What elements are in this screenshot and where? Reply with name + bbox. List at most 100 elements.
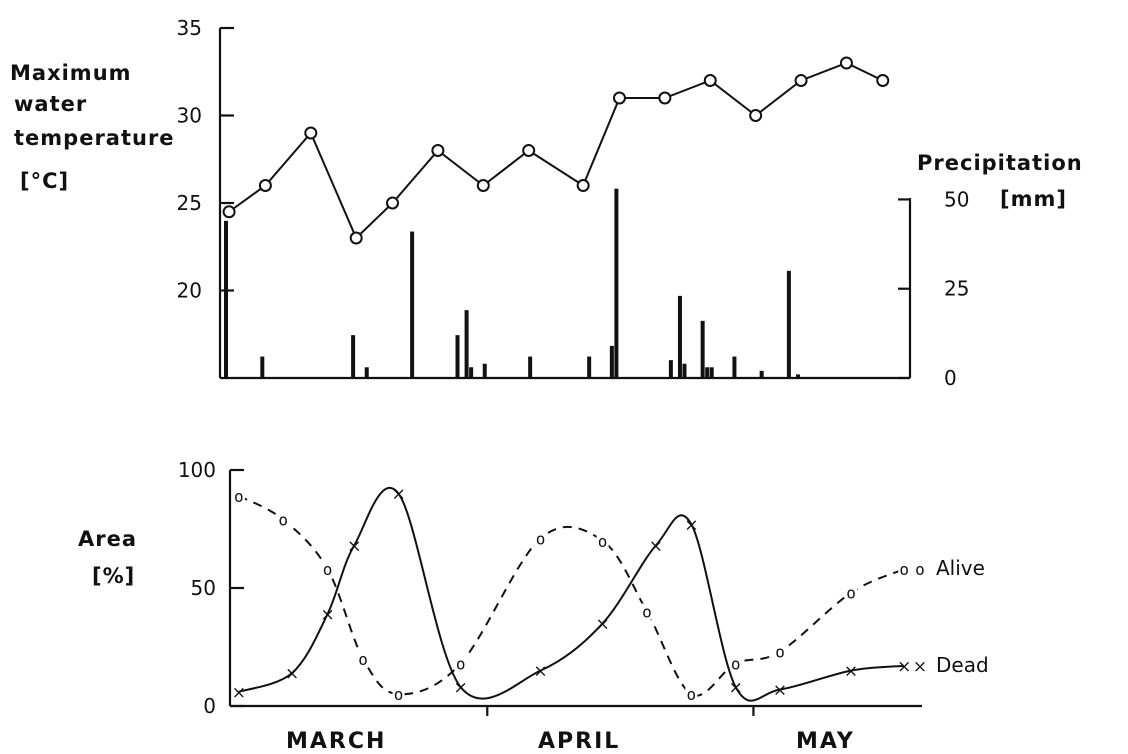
precip-bars bbox=[224, 188, 800, 378]
dead-point: × bbox=[232, 683, 246, 703]
marker-bg bbox=[640, 603, 653, 620]
precip-bar bbox=[614, 188, 619, 378]
temp-point bbox=[349, 231, 363, 245]
alive-point: o bbox=[234, 487, 244, 506]
dead-point: × bbox=[285, 664, 299, 684]
legend-alive-marker: o bbox=[915, 560, 925, 579]
marker-bg bbox=[454, 655, 467, 672]
precip-bar bbox=[260, 356, 265, 378]
area-ylabel-line2: [%] bbox=[92, 564, 135, 588]
marker-bg bbox=[845, 584, 858, 601]
marker-bg bbox=[232, 487, 245, 504]
temp-point bbox=[431, 144, 445, 157]
temp-point bbox=[476, 179, 490, 192]
precip-bar bbox=[464, 310, 469, 378]
alive-point: o bbox=[899, 560, 909, 579]
precip-bar bbox=[705, 367, 710, 378]
precip-bar bbox=[351, 335, 356, 378]
temp-tick-label: 30 bbox=[177, 104, 202, 128]
area-tick-label: 0 bbox=[203, 694, 216, 718]
area-ylabel-line1: Area bbox=[78, 527, 137, 551]
area-tick-label: 100 bbox=[178, 458, 216, 482]
precip-bar bbox=[528, 356, 533, 378]
temp-line bbox=[228, 61, 884, 240]
temp-ylabel-line3: temperature bbox=[14, 126, 175, 150]
dead-point: × bbox=[533, 662, 547, 682]
precip-bar bbox=[410, 231, 415, 378]
alive-point: o bbox=[394, 685, 404, 704]
precip-bar bbox=[469, 367, 474, 378]
alive-point: o bbox=[536, 529, 546, 548]
alive-point: o bbox=[846, 584, 856, 603]
temp-ylabel-line4: [°C] bbox=[20, 169, 69, 193]
dead-point: × bbox=[773, 680, 787, 700]
precip-ylabel: Precipitation bbox=[917, 151, 1083, 175]
precip-bar bbox=[609, 345, 614, 378]
temp-tick-label: 20 bbox=[177, 279, 202, 303]
marker-bg bbox=[729, 655, 742, 672]
precip-unit: [mm] bbox=[1000, 187, 1067, 211]
area-y-ticks: 0 50 100 bbox=[178, 458, 244, 718]
marker-bg bbox=[534, 530, 547, 547]
alive-point: o bbox=[456, 655, 466, 674]
temp-y-ticks: 20 25 30 35 bbox=[177, 16, 234, 303]
precip-bar bbox=[786, 270, 791, 378]
series-line-dead bbox=[238, 486, 905, 702]
temp-point bbox=[794, 74, 808, 87]
alive-point: o bbox=[598, 532, 608, 551]
marker-bg bbox=[774, 643, 787, 660]
series-line-alive bbox=[238, 495, 905, 697]
temp-point bbox=[304, 126, 318, 140]
precip-bar bbox=[682, 363, 687, 378]
precip-bar bbox=[668, 360, 673, 378]
temp-point bbox=[876, 74, 890, 87]
precip-bar bbox=[732, 356, 737, 378]
marker-bg bbox=[685, 686, 698, 703]
temp-tick-label: 35 bbox=[177, 16, 202, 40]
precip-bar bbox=[587, 356, 592, 378]
marker-bg bbox=[596, 532, 609, 549]
month-label-may: MAY bbox=[796, 729, 855, 754]
dead-point: × bbox=[320, 605, 334, 625]
alive-point: o bbox=[278, 511, 288, 530]
temp-point bbox=[258, 179, 272, 192]
temp-point bbox=[703, 74, 717, 87]
dead-point: × bbox=[347, 537, 361, 557]
dead-point: × bbox=[729, 678, 743, 698]
alive-point: o bbox=[358, 650, 368, 669]
temp-tick-label: 25 bbox=[177, 191, 202, 215]
temp-point bbox=[576, 179, 590, 192]
precip-tick-label: 50 bbox=[944, 187, 969, 211]
marker-bg bbox=[357, 650, 370, 667]
precip-bar bbox=[709, 367, 714, 378]
dead-point: × bbox=[595, 614, 609, 634]
temp-point bbox=[522, 144, 536, 157]
marker-bg bbox=[277, 511, 290, 528]
precip-bar bbox=[482, 363, 487, 378]
precip-bar bbox=[455, 335, 460, 378]
temp-point bbox=[658, 91, 672, 105]
month-boundary-ticks bbox=[486, 706, 755, 716]
alive-point: o bbox=[775, 643, 785, 662]
area-tick-label: 50 bbox=[191, 576, 216, 600]
marker-bg bbox=[898, 561, 911, 578]
legend-dead: Dead bbox=[936, 653, 989, 677]
precip-bar bbox=[364, 367, 369, 378]
precip-bar bbox=[759, 370, 764, 378]
dead-point: × bbox=[391, 485, 405, 505]
temp-point bbox=[222, 205, 236, 219]
temperature-panel: 20 25 30 35 0 25 50 Maximum water temperature… bbox=[10, 16, 1083, 390]
month-label-april: APRIL bbox=[538, 729, 620, 754]
temp-point bbox=[749, 109, 763, 122]
temp-series bbox=[222, 56, 890, 245]
dead-point: × bbox=[684, 515, 698, 535]
month-label-march: MARCH bbox=[286, 729, 386, 754]
precip-bar bbox=[224, 220, 228, 378]
dead-point: × bbox=[844, 662, 858, 682]
precip-bar bbox=[677, 295, 682, 378]
temp-point bbox=[612, 91, 626, 105]
precip-y-ticks: 0 25 50 bbox=[898, 187, 969, 390]
